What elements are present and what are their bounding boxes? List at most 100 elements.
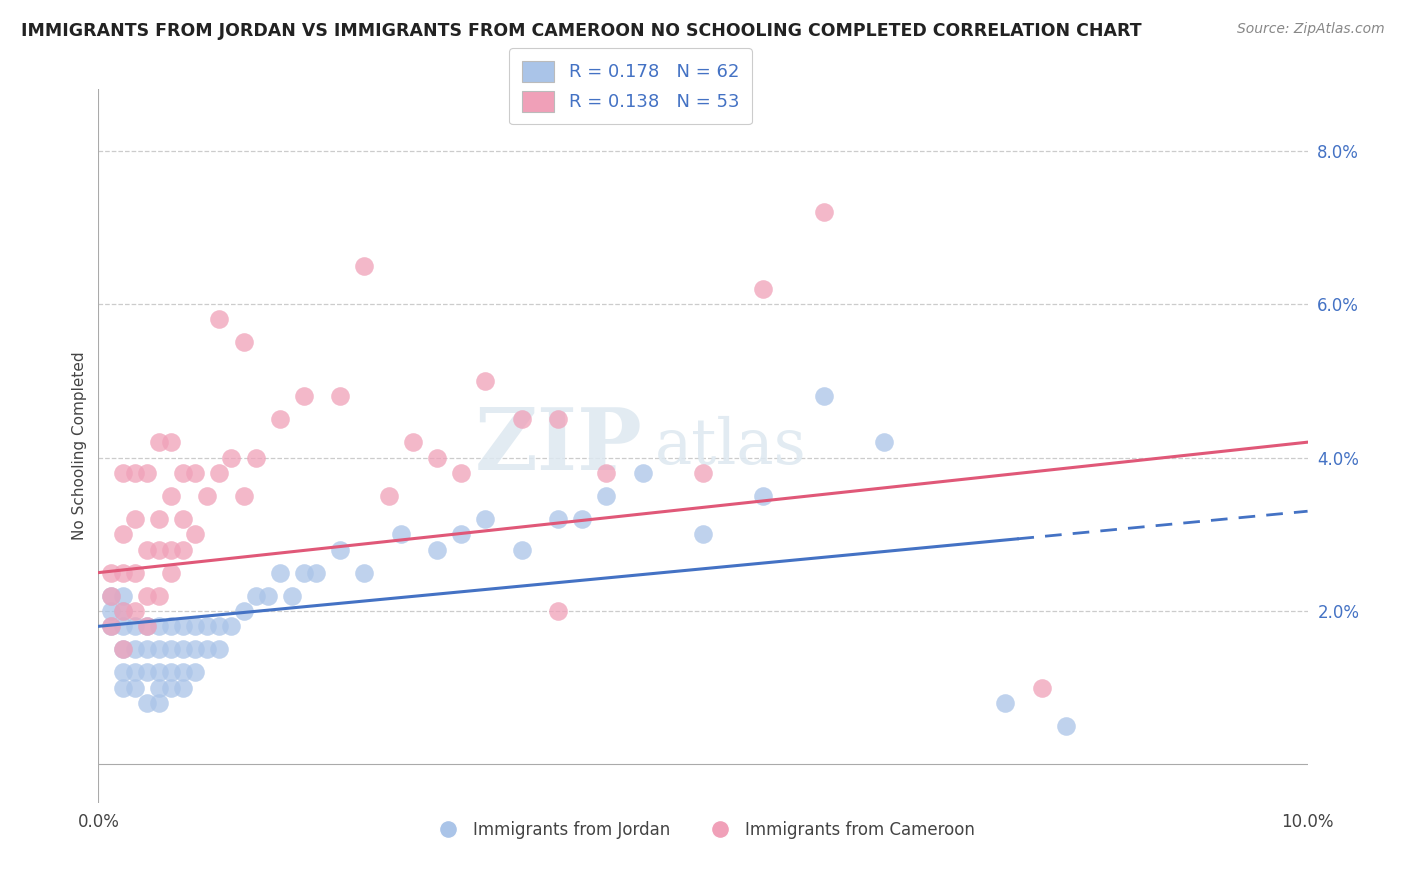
Point (232, 604, 254, 618)
Point (135, 466, 157, 480)
Point (232, 489, 254, 503)
Point (124, 642, 146, 657)
Point (160, 665, 183, 680)
Point (221, 450, 243, 465)
Point (184, 466, 207, 480)
Point (269, 566, 291, 580)
Point (195, 489, 218, 503)
Point (208, 466, 231, 480)
Point (111, 642, 134, 657)
Point (160, 435, 183, 450)
Point (172, 466, 194, 480)
Point (329, 389, 352, 403)
Point (813, 205, 835, 219)
Point (124, 466, 146, 480)
Point (124, 604, 146, 618)
Point (402, 435, 425, 450)
Point (752, 282, 775, 296)
Point (184, 665, 207, 680)
Point (426, 450, 449, 465)
Point (135, 665, 157, 680)
Point (148, 512, 170, 526)
Point (281, 589, 304, 603)
Point (547, 412, 569, 426)
Point (135, 642, 157, 657)
Point (148, 696, 170, 710)
Point (389, 527, 412, 541)
Point (172, 619, 194, 633)
Point (111, 466, 134, 480)
Point (172, 512, 194, 526)
Point (450, 527, 472, 541)
Point (510, 542, 533, 557)
Point (100, 619, 122, 633)
Point (221, 619, 243, 633)
Point (377, 489, 399, 503)
Point (353, 566, 375, 580)
Point (292, 389, 315, 403)
Point (269, 412, 291, 426)
Point (172, 665, 194, 680)
Point (172, 681, 194, 695)
Point (547, 512, 569, 526)
Point (571, 512, 593, 526)
Point (124, 681, 146, 695)
Point (353, 259, 375, 273)
Point (111, 681, 134, 695)
Point (329, 542, 352, 557)
Point (124, 512, 146, 526)
Point (111, 527, 134, 541)
Point (813, 389, 835, 403)
Point (160, 619, 183, 633)
Point (245, 450, 267, 465)
Point (111, 665, 134, 680)
Point (547, 604, 569, 618)
Point (111, 604, 134, 618)
Point (160, 642, 183, 657)
Point (692, 527, 714, 541)
Point (994, 696, 1017, 710)
Point (111, 619, 134, 633)
Point (124, 665, 146, 680)
Point (160, 489, 183, 503)
Point (232, 335, 254, 350)
Point (184, 527, 207, 541)
Point (208, 642, 231, 657)
Point (474, 512, 496, 526)
Legend: Immigrants from Jordan, Immigrants from Cameroon: Immigrants from Jordan, Immigrants from … (425, 814, 981, 846)
Point (135, 696, 157, 710)
Point (148, 642, 170, 657)
Point (172, 542, 194, 557)
Point (135, 619, 157, 633)
Point (172, 642, 194, 657)
Point (305, 566, 328, 580)
Point (148, 542, 170, 557)
Point (208, 312, 231, 326)
Point (100, 604, 122, 618)
Point (148, 435, 170, 450)
Point (100, 589, 122, 603)
Point (100, 619, 122, 633)
Point (208, 619, 231, 633)
Point (111, 589, 134, 603)
Text: Source: ZipAtlas.com: Source: ZipAtlas.com (1237, 22, 1385, 37)
Point (148, 619, 170, 633)
Point (160, 681, 183, 695)
Point (111, 642, 134, 657)
Point (595, 489, 617, 503)
Point (692, 466, 714, 480)
Point (111, 566, 134, 580)
Point (135, 589, 157, 603)
Point (426, 542, 449, 557)
Y-axis label: No Schooling Completed: No Schooling Completed (72, 351, 87, 541)
Text: atlas: atlas (655, 416, 807, 476)
Point (100, 589, 122, 603)
Point (160, 566, 183, 580)
Point (111, 604, 134, 618)
Point (450, 466, 472, 480)
Point (100, 566, 122, 580)
Point (510, 412, 533, 426)
Point (148, 681, 170, 695)
Point (256, 589, 278, 603)
Point (631, 466, 654, 480)
